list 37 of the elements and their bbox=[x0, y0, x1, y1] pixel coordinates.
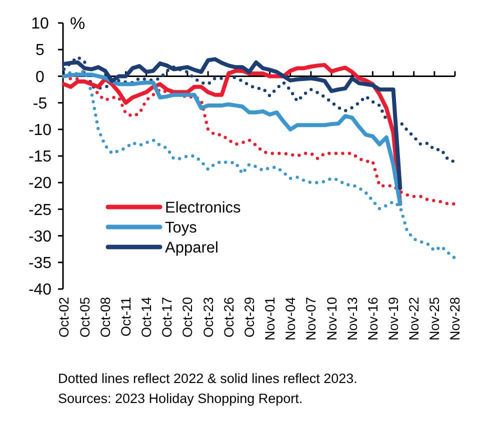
y-tick-label: -40 bbox=[28, 282, 52, 299]
source-note: Sources: 2023 Holiday Shopping Report. bbox=[58, 391, 303, 406]
y-axis-title: % bbox=[70, 14, 86, 33]
x-tick-label: Oct-02 bbox=[56, 297, 72, 338]
x-tick-label: Oct-14 bbox=[139, 296, 154, 338]
legend-label: Electronics bbox=[165, 199, 242, 216]
x-tick-label: Oct-23 bbox=[200, 297, 216, 338]
legend-label: Apparel bbox=[165, 239, 218, 256]
y-tick-label: -5 bbox=[32, 95, 48, 112]
x-tick-label: Nov-10 bbox=[324, 297, 340, 341]
x-tick-label: Nov-13 bbox=[344, 297, 360, 341]
text: Dotted lines reflect 2022 & solid lines reflect 2023. bbox=[58, 371, 358, 386]
y-tick-label: -10 bbox=[28, 122, 52, 139]
y-tick-label: -15 bbox=[28, 148, 52, 166]
x-tick-label: Oct-17 bbox=[160, 297, 175, 338]
y-tick-label: -30 bbox=[28, 228, 52, 246]
x-tick-label: Nov-19 bbox=[386, 297, 401, 341]
x-tick-label: Nov-01 bbox=[262, 297, 278, 341]
x-tick-label: Nov-04 bbox=[283, 296, 298, 341]
legend-label: Toys bbox=[165, 219, 198, 236]
x-tick-label: Nov-07 bbox=[304, 297, 319, 341]
x-tick-label: Nov-16 bbox=[365, 297, 380, 341]
x-tick-label: Oct-05 bbox=[77, 297, 92, 338]
x-tick-label: Nov-25 bbox=[427, 297, 442, 341]
y-tick-label: -20 bbox=[28, 175, 52, 192]
y-tick-label: 5 bbox=[36, 42, 45, 60]
y-tick-label: -25 bbox=[28, 202, 52, 219]
x-tick-label: Oct-26 bbox=[221, 297, 236, 338]
y-tick-label: 10 bbox=[31, 16, 49, 33]
x-tick-label: Oct-20 bbox=[180, 297, 196, 338]
y-tick-label: 0 bbox=[36, 68, 45, 86]
x-tick-label: Nov-22 bbox=[406, 297, 422, 341]
x-tick-label: Oct-29 bbox=[242, 297, 257, 338]
y-tick-label: -35 bbox=[28, 255, 52, 272]
x-tick-label: Nov-28 bbox=[448, 297, 463, 341]
x-tick-label: Oct-11 bbox=[118, 297, 134, 337]
x-tick-label: Oct-08 bbox=[98, 297, 113, 338]
